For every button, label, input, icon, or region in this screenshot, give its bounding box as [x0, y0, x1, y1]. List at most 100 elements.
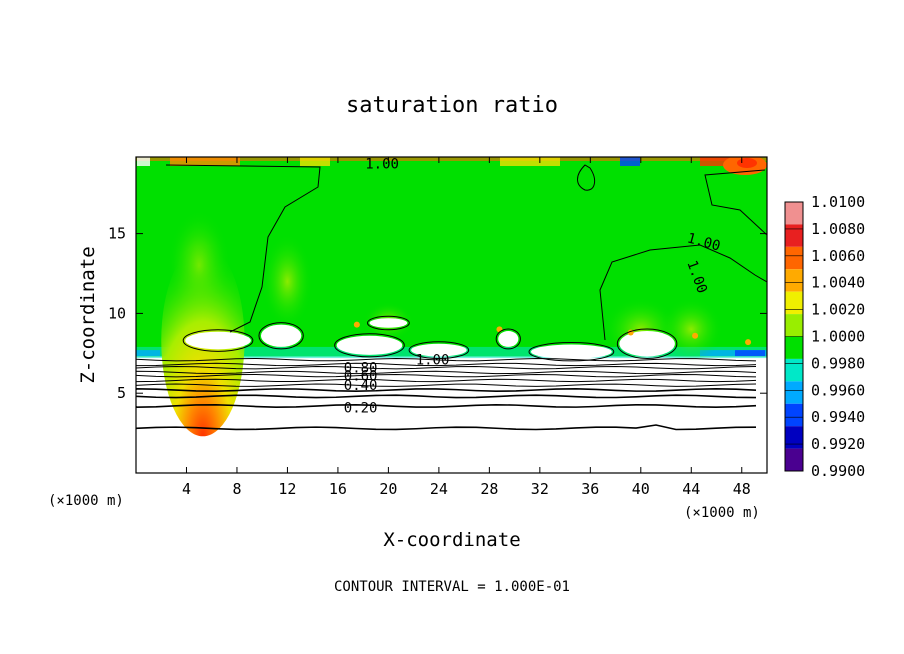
moist-zone — [659, 297, 723, 362]
cloud-blob — [531, 344, 612, 359]
contour-label: 0.40 — [344, 378, 378, 394]
colorbar-label: 1.0060 — [811, 247, 865, 265]
contour-label: 0.60 — [344, 369, 378, 385]
x-tick-label: 4 — [182, 480, 191, 498]
speck — [496, 326, 503, 333]
contour-line — [136, 357, 757, 362]
contour-label: 0.80 — [344, 361, 378, 377]
colorbar-label: 1.0020 — [811, 301, 865, 319]
cloud-blob — [411, 343, 467, 357]
moist-zone — [262, 233, 313, 330]
speck — [745, 339, 752, 346]
colorbar-swatch — [785, 246, 803, 270]
cloud-contour — [528, 342, 615, 362]
speck — [353, 321, 360, 328]
cloud-contour — [258, 322, 304, 350]
contour-line — [136, 365, 757, 370]
x-tick-label: 36 — [581, 480, 599, 498]
x-tick-label: 48 — [733, 480, 751, 498]
top-patch — [170, 157, 240, 166]
y-tick-label: 15 — [108, 225, 126, 243]
cloud-contour — [334, 333, 405, 358]
colorbar-swatch — [785, 291, 803, 315]
heatmap-field — [136, 157, 767, 473]
x-unit-label: (×1000 m) — [684, 505, 760, 521]
x-tick-label: 8 — [232, 480, 241, 498]
top-patch — [137, 157, 150, 166]
cloud-blob — [619, 330, 675, 357]
y-axis-ticks: 5 10 15 — [108, 225, 767, 402]
top-patch — [500, 157, 560, 166]
top-patch — [300, 157, 330, 166]
cloud-blob — [260, 324, 302, 347]
contour-line — [136, 370, 757, 375]
cloud-blob — [185, 331, 251, 350]
x-tick-label: 28 — [480, 480, 498, 498]
plot-frame — [135, 156, 768, 474]
contour-line — [136, 383, 757, 387]
x-tick-label: 40 — [632, 480, 650, 498]
colorbar-label: 0.9920 — [811, 435, 865, 453]
top-patch — [620, 157, 640, 166]
x-tick-label: 24 — [430, 480, 448, 498]
colorbar-swatch — [785, 202, 803, 225]
contour-interval-note: CONTOUR INTERVAL = 1.000E-01 — [334, 579, 570, 595]
cloud-blob — [498, 330, 519, 347]
x-axis-ticks: 4 8 12 16 20 24 28 32 36 40 44 48 — [182, 157, 751, 498]
contour-label: 1.00 — [365, 156, 399, 172]
contour-line — [136, 388, 757, 393]
contour-label: 1.00 — [416, 353, 450, 369]
colorbar-swatch — [785, 381, 803, 404]
x-tick-label: 12 — [278, 480, 296, 498]
top-boundary — [136, 157, 767, 161]
fringe-patch — [700, 350, 767, 357]
y-axis-label: Z-coordinate — [77, 246, 99, 383]
contour-line-1.00 — [165, 164, 321, 333]
colorbar-label: 0.9960 — [811, 381, 865, 399]
x-axis-label: X-coordinate — [383, 529, 520, 551]
speck — [692, 332, 699, 339]
colorbar-swatch — [785, 358, 803, 382]
cloud-contour — [408, 341, 470, 359]
contour-line — [136, 424, 757, 431]
x-tick-label: 44 — [682, 480, 700, 498]
contour-labels: 1.001.001.001.000.800.600.400.20 — [344, 156, 722, 416]
x-tick-label: 20 — [379, 480, 397, 498]
cloud-contour — [495, 328, 521, 350]
cloud-contour — [182, 329, 254, 352]
colorbar-swatch — [785, 269, 803, 292]
cloud-blob — [336, 335, 403, 355]
contour-loop — [577, 164, 596, 191]
colorbar-swatch — [785, 336, 803, 359]
colorbar-label: 0.9940 — [811, 408, 865, 426]
fringe-patch — [136, 350, 160, 357]
colorbar-label: 1.0080 — [811, 220, 865, 238]
colorbar: 1.0100 1.0080 1.0060 1.0040 1.0020 1.0000 0.99… — [784, 193, 865, 480]
fringe-patch — [735, 350, 765, 357]
cloud-contour — [616, 328, 678, 359]
colorbar-swatch — [785, 314, 803, 337]
contour-line — [136, 362, 757, 367]
colorbar-label: 1.0100 — [811, 193, 865, 211]
contour-line — [136, 378, 757, 383]
y-unit-label: (×1000 m) — [48, 493, 124, 509]
colorbar-swatch — [785, 426, 803, 449]
colorbar-label: 1.0040 — [811, 274, 865, 292]
contour-line — [136, 394, 757, 399]
cloud-contour — [366, 315, 410, 331]
contour-line-1.00-right — [599, 169, 767, 341]
contour-lines — [136, 164, 767, 431]
x-tick-label: 16 — [329, 480, 347, 498]
contour-line — [136, 373, 757, 378]
colorbar-label: 0.9980 — [811, 354, 865, 372]
colorbar-label: 0.9900 — [811, 462, 865, 480]
chart-title: saturation ratio — [346, 93, 558, 118]
colorbar-label: 1.0000 — [811, 328, 865, 346]
colorbar-swatch — [785, 403, 803, 427]
cloud-blob — [369, 318, 408, 328]
y-tick-label: 10 — [108, 304, 126, 322]
contour-label: 0.20 — [344, 401, 378, 417]
colorbar-swatch — [785, 224, 803, 247]
top-right-core — [737, 158, 757, 168]
